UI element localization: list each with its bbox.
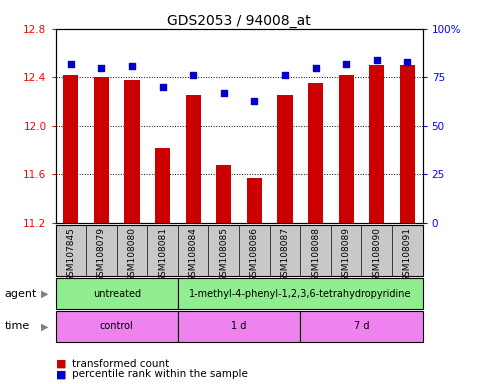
Text: ▶: ▶	[41, 321, 49, 331]
Bar	[400, 65, 415, 223]
Text: GSM107845: GSM107845	[66, 227, 75, 282]
Point	[159, 84, 167, 90]
Bar	[178, 311, 300, 342]
Text: percentile rank within the sample: percentile rank within the sample	[72, 369, 248, 379]
Bar	[277, 96, 293, 223]
Bar	[56, 278, 178, 309]
Text: ■: ■	[56, 369, 66, 379]
Text: GSM108088: GSM108088	[311, 227, 320, 282]
Text: 1 d: 1 d	[231, 321, 247, 331]
Bar	[216, 165, 231, 223]
Bar	[300, 311, 423, 342]
Title: GDS2053 / 94008_at: GDS2053 / 94008_at	[167, 14, 311, 28]
Text: 1-methyl-4-phenyl-1,2,3,6-tetrahydropyridine: 1-methyl-4-phenyl-1,2,3,6-tetrahydropyri…	[189, 289, 412, 299]
Bar	[63, 75, 78, 223]
Text: agent: agent	[5, 289, 37, 299]
Bar	[125, 80, 140, 223]
Bar	[339, 75, 354, 223]
Point	[189, 72, 197, 78]
Bar	[178, 278, 423, 309]
Text: GSM108080: GSM108080	[128, 227, 137, 282]
Text: GSM108086: GSM108086	[250, 227, 259, 282]
Bar	[56, 311, 178, 342]
Text: time: time	[5, 321, 30, 331]
Point	[373, 57, 381, 63]
Text: GSM108091: GSM108091	[403, 227, 412, 282]
Bar	[94, 77, 109, 223]
Text: control: control	[100, 321, 134, 331]
Bar	[247, 178, 262, 223]
Text: GSM108084: GSM108084	[189, 227, 198, 282]
Point	[403, 59, 411, 65]
Bar	[369, 65, 384, 223]
Point	[342, 61, 350, 67]
Bar	[308, 83, 323, 223]
Bar	[155, 147, 170, 223]
Point	[67, 61, 75, 67]
Text: GSM108085: GSM108085	[219, 227, 228, 282]
Point	[98, 65, 105, 71]
Point	[251, 98, 258, 104]
Text: untreated: untreated	[93, 289, 141, 299]
Text: GSM108081: GSM108081	[158, 227, 167, 282]
Point	[312, 65, 319, 71]
Point	[128, 63, 136, 69]
Text: GSM108089: GSM108089	[341, 227, 351, 282]
Text: GSM108079: GSM108079	[97, 227, 106, 282]
Text: GSM108090: GSM108090	[372, 227, 381, 282]
Text: ■: ■	[56, 359, 66, 369]
Point	[281, 72, 289, 78]
Text: GSM108087: GSM108087	[281, 227, 289, 282]
Bar	[185, 96, 201, 223]
Text: transformed count: transformed count	[72, 359, 170, 369]
Text: 7 d: 7 d	[354, 321, 369, 331]
Text: ▶: ▶	[41, 289, 49, 299]
Point	[220, 90, 227, 96]
